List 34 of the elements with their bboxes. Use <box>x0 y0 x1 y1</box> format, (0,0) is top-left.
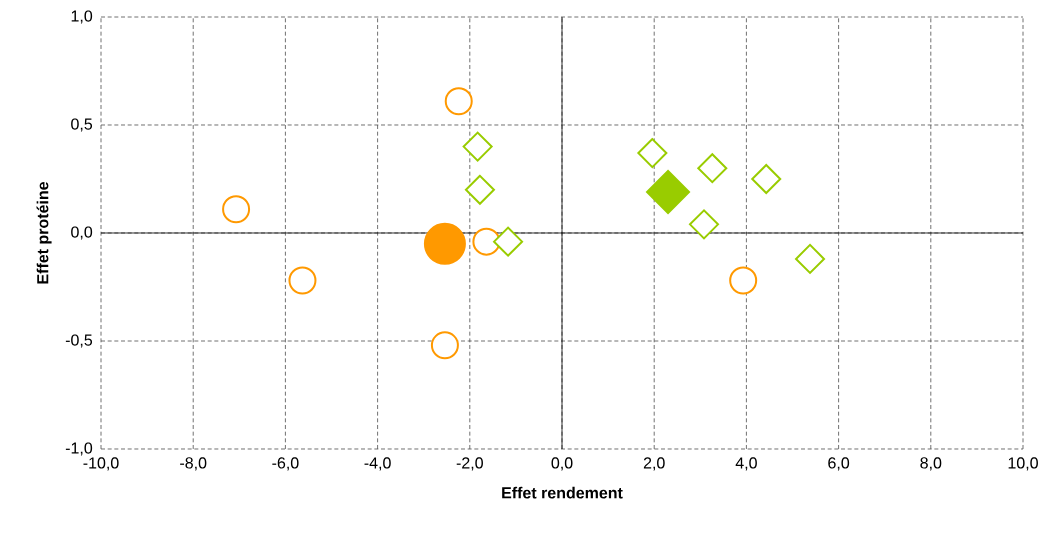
point <box>688 209 719 240</box>
point <box>222 195 251 224</box>
x-tick-label: -10,0 <box>83 457 119 471</box>
point <box>464 174 495 205</box>
x-tick-label: 10,0 <box>1008 457 1038 471</box>
y-axis-title: Effet protéine <box>36 182 52 284</box>
point <box>423 222 466 265</box>
point <box>646 169 691 214</box>
point <box>472 227 501 256</box>
x-tick-label: 6,0 <box>828 457 850 471</box>
point <box>697 153 728 184</box>
x-tick-label: -4,0 <box>364 457 391 471</box>
point <box>444 87 473 116</box>
point <box>493 226 524 257</box>
x-tick-label: 2,0 <box>643 457 665 471</box>
point <box>430 331 459 360</box>
x-tick-label: -8,0 <box>180 457 207 471</box>
x-tick-label: -2,0 <box>456 457 483 471</box>
y-tick-label: 0,5 <box>71 118 93 132</box>
x-tick-label: 8,0 <box>920 457 942 471</box>
x-tick-label: -6,0 <box>272 457 299 471</box>
point <box>751 163 782 195</box>
x-axis-title: Effet rendement <box>502 486 623 499</box>
x-tick-label: 0,0 <box>551 457 573 471</box>
y-tick-label: 0,0 <box>71 226 93 240</box>
point <box>462 131 493 162</box>
y-tick-label: -0,5 <box>65 334 93 348</box>
point <box>729 266 758 295</box>
point <box>795 243 826 274</box>
point <box>637 138 668 169</box>
x-tick-label: 4,0 <box>735 457 757 471</box>
y-tick-label: 1,0 <box>71 10 93 24</box>
y-tick-label: -1,0 <box>65 442 93 456</box>
point <box>288 266 317 295</box>
